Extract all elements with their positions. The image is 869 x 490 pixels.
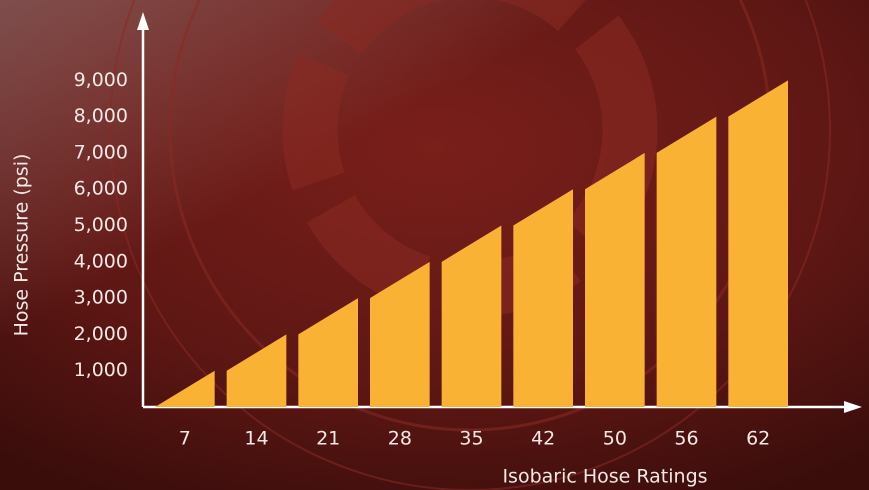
x-tick-label: 35	[459, 428, 483, 450]
chart: Isobaric Hose Ratings Hose Pressure (psi…	[0, 0, 869, 490]
x-tick-label: 28	[388, 428, 412, 450]
x-tick-label: 56	[674, 428, 698, 450]
y-tick-label: 9,000	[74, 69, 128, 91]
y-tick-label: 7,000	[74, 141, 128, 163]
y-tick-label: 1,000	[74, 359, 128, 381]
bar	[513, 189, 573, 407]
x-tick-label: 7	[179, 428, 191, 450]
y-tick-label: 3,000	[74, 287, 128, 309]
x-tick-label: 14	[244, 428, 268, 450]
bar	[728, 80, 788, 407]
y-tick-label: 4,000	[74, 250, 128, 272]
x-tick-label: 50	[603, 428, 627, 450]
y-tick-label: 8,000	[74, 105, 128, 127]
bar	[585, 153, 645, 407]
bar	[657, 117, 717, 407]
x-axis-title: Isobaric Hose Ratings	[502, 466, 707, 488]
x-tick-label: 62	[746, 428, 770, 450]
y-tick-label: 6,000	[74, 178, 128, 200]
y-tick-label: 2,000	[74, 323, 128, 345]
x-tick-label: 42	[531, 428, 555, 450]
y-axis-title: Hose Pressure (psi)	[11, 154, 33, 337]
x-tick-label: 21	[316, 428, 340, 450]
y-tick-label: 5,000	[74, 214, 128, 236]
